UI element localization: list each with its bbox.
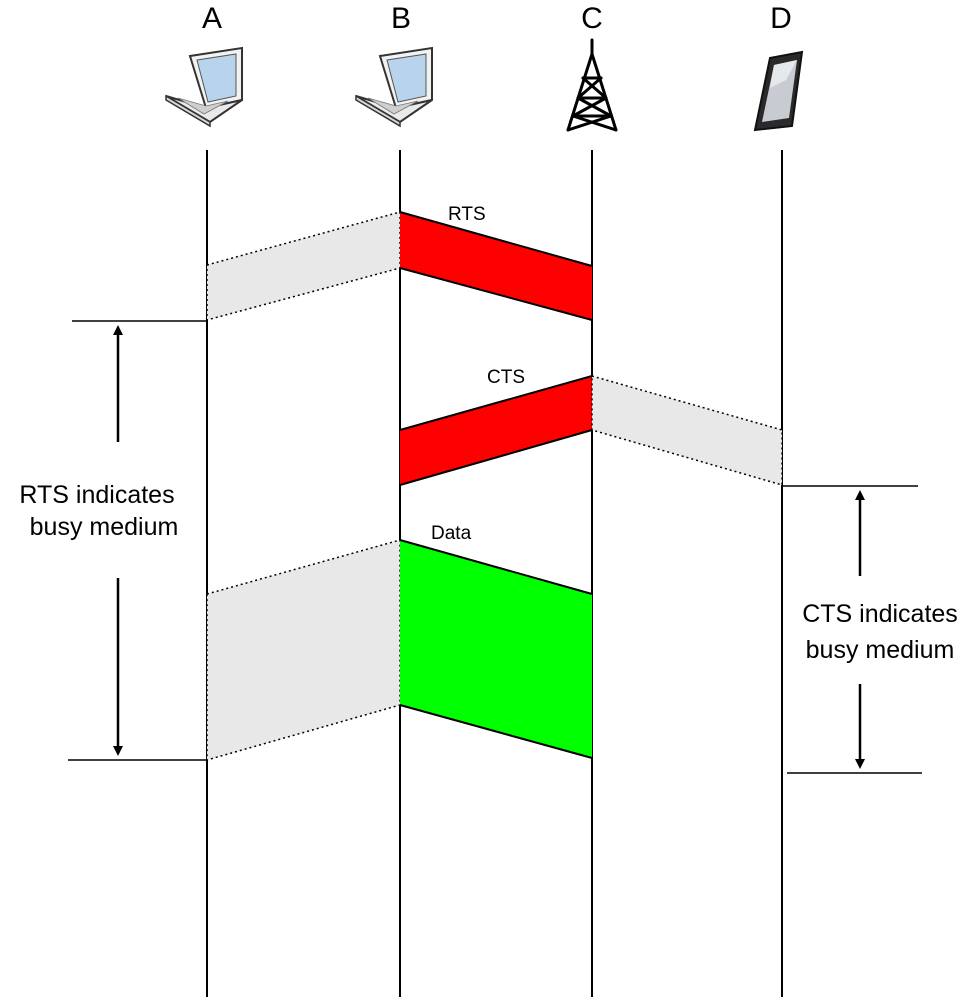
data-overheard-at-a xyxy=(206,539,401,761)
rts-label: RTS xyxy=(448,204,486,225)
smartphone-icon xyxy=(753,50,804,132)
laptop-icon xyxy=(165,46,243,128)
cts-busy-text-line1: CTS indicates xyxy=(802,600,958,628)
rts-busy-text-line1: RTS indicates xyxy=(19,481,174,509)
node-label-d: D xyxy=(770,2,792,35)
data-label: Data xyxy=(431,523,472,544)
data-frame xyxy=(400,540,592,758)
node-label-a: A xyxy=(202,2,222,35)
rts-overheard-at-a xyxy=(206,211,401,321)
cts-label: CTS xyxy=(487,367,525,388)
rts-frame xyxy=(400,212,592,320)
cts-busy-text-line2: busy medium xyxy=(806,636,955,664)
node-label-b: B xyxy=(391,2,411,35)
cell-tower-icon xyxy=(566,38,618,132)
laptop-icon xyxy=(355,46,433,128)
node-label-c: C xyxy=(581,2,603,35)
cts-frame xyxy=(400,376,592,485)
rts-busy-text-line2: busy medium xyxy=(30,513,179,541)
cts-overheard-at-d xyxy=(591,375,783,486)
